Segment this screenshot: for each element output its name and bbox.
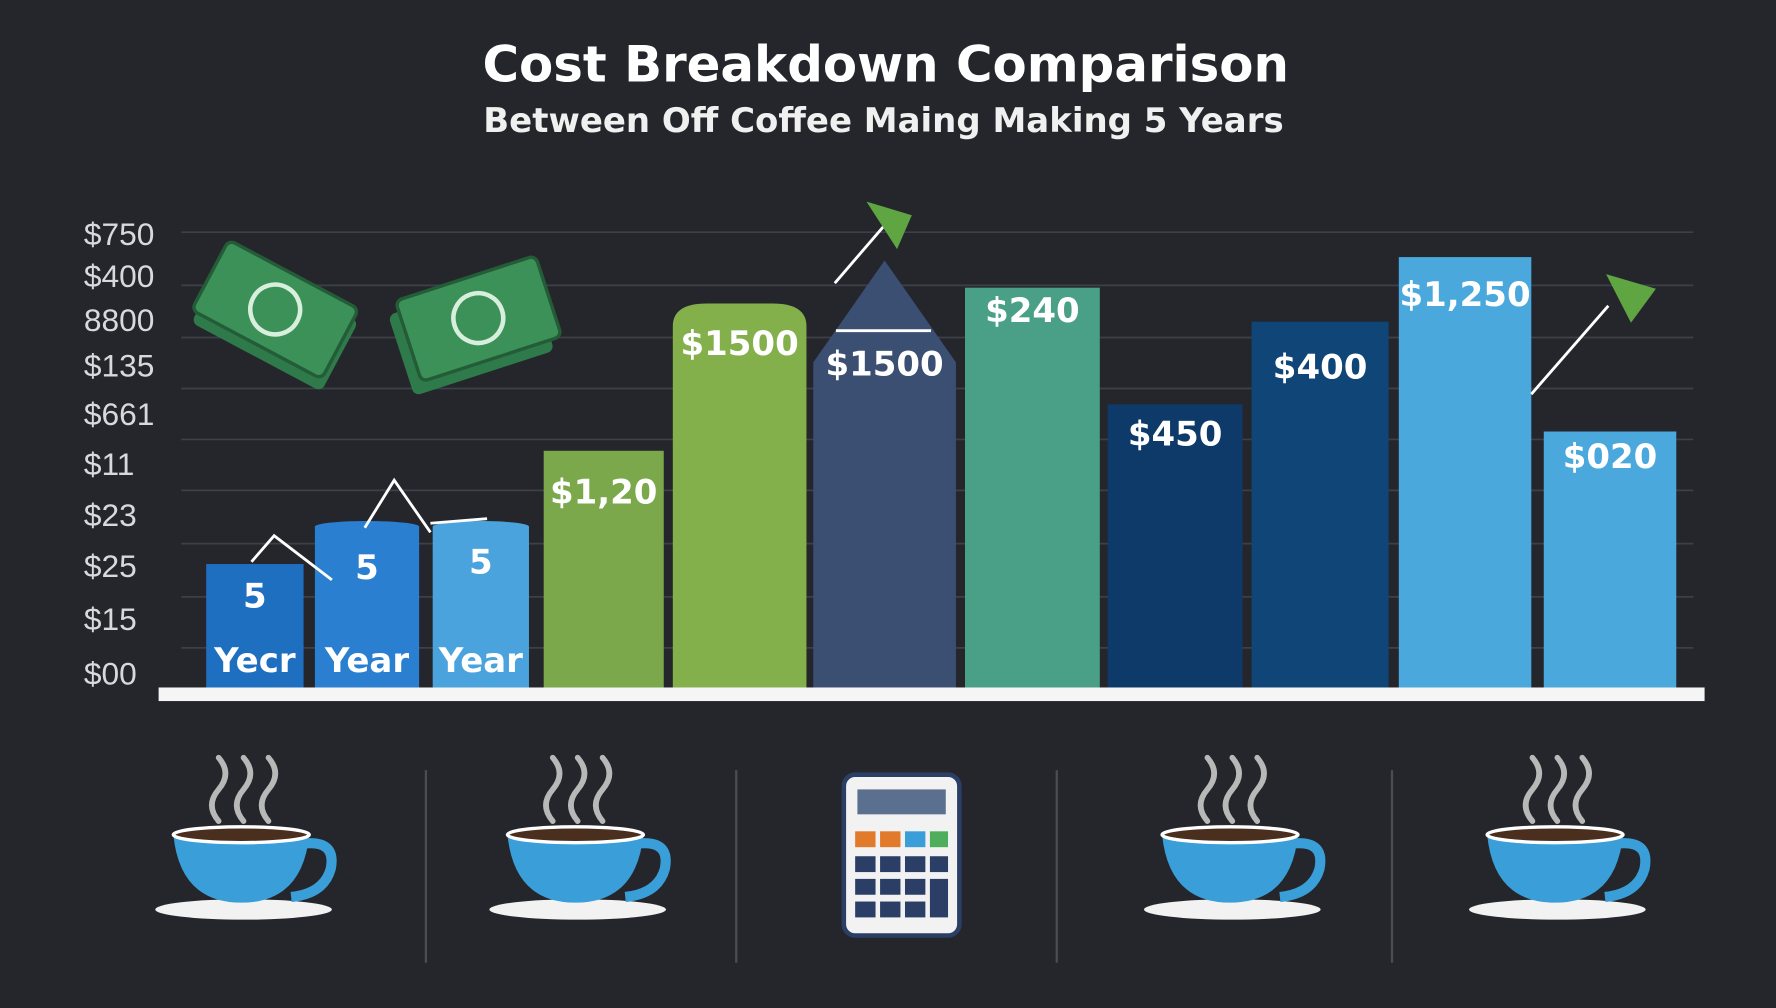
bar-label: $1,250 [1400, 275, 1531, 315]
cup-handle [624, 838, 671, 903]
bar [432, 526, 529, 688]
saucer [155, 899, 332, 920]
bar-label: 5 [243, 577, 267, 617]
saucer [489, 899, 667, 920]
bar [543, 450, 664, 688]
dividers [424, 770, 1394, 963]
cup-handle [290, 838, 337, 903]
calculator-icon [841, 772, 962, 938]
saucer [1469, 899, 1646, 920]
steam [1572, 754, 1592, 824]
y-axis-label: $750 [84, 216, 155, 252]
bar-label: $1500 [826, 344, 944, 384]
bar-sublabel: Year [324, 641, 409, 681]
bars: 5 Yecr 5 Year 5 Year $1,20 $1500 $1500 $240 $450 $4… [206, 257, 1677, 688]
coffee [505, 825, 646, 845]
steam [258, 754, 279, 824]
y-axis-label: 8800 [84, 302, 155, 338]
bar [206, 564, 304, 688]
bar [672, 303, 807, 688]
coffee [171, 825, 311, 845]
cup [1162, 834, 1298, 903]
decor-lines [250, 225, 1610, 582]
bar-sublabel: Yecr [213, 641, 296, 681]
bar [1398, 257, 1532, 688]
bar-label: $240 [985, 291, 1080, 331]
y-axis-label: $11 [84, 446, 135, 482]
coffee-cup-icon [1469, 754, 1651, 920]
coffee [1160, 825, 1300, 845]
flag [1606, 274, 1656, 323]
steam [1522, 754, 1543, 824]
cup-handle [1279, 838, 1326, 903]
y-axis-labels: $750 $400 8800 $135 $661 $11 $23 $25 $15 $00 [84, 216, 155, 691]
bar-label: 5 [355, 548, 379, 588]
bar [813, 260, 956, 688]
y-axis-label: $135 [84, 347, 155, 383]
bar-sublabel: Year [438, 641, 523, 681]
coffee-cup-icon [1143, 754, 1326, 920]
bar-cap [432, 520, 529, 533]
bar-label: 5 [469, 543, 493, 583]
saucer [1143, 899, 1321, 920]
bar-label: $020 [1563, 437, 1658, 477]
steam [568, 754, 588, 824]
bar-label: $1,20 [550, 472, 657, 512]
subtitle: Between Off Coffee Maing Making 5 Years [483, 101, 1283, 141]
y-axis-label: $00 [84, 656, 137, 692]
bar-label: $450 [1128, 415, 1223, 455]
flag [866, 201, 912, 250]
cup [173, 834, 310, 903]
steam [1547, 754, 1567, 824]
bar-label: $1500 [681, 324, 799, 364]
bar [1251, 321, 1389, 688]
icons [155, 754, 1651, 920]
y-axis-label: $25 [84, 548, 137, 584]
baseline [158, 687, 1705, 702]
bar [1107, 404, 1243, 688]
steam [1247, 754, 1267, 824]
y-axis-label: $23 [84, 497, 137, 533]
y-axis-label: $400 [84, 258, 155, 294]
steam [209, 754, 229, 824]
coffee [1485, 825, 1625, 845]
steam [1197, 754, 1217, 824]
coffee-cup-icon [155, 754, 337, 920]
bar [1543, 431, 1677, 688]
title: Cost Breakdown Comparison [482, 35, 1289, 93]
steam [233, 754, 254, 824]
cup-handle [1604, 838, 1651, 903]
money-icon [192, 240, 562, 395]
y-axis-label: $661 [84, 396, 155, 432]
y-axis-label: $15 [84, 601, 137, 637]
steam [592, 754, 613, 824]
cup [507, 834, 644, 903]
coffee-cup-icon [489, 754, 671, 920]
bar-label: $400 [1273, 348, 1368, 388]
cup [1487, 834, 1624, 903]
bar [314, 526, 420, 688]
bar [965, 287, 1100, 688]
steam [543, 754, 563, 824]
steam [1222, 754, 1242, 824]
